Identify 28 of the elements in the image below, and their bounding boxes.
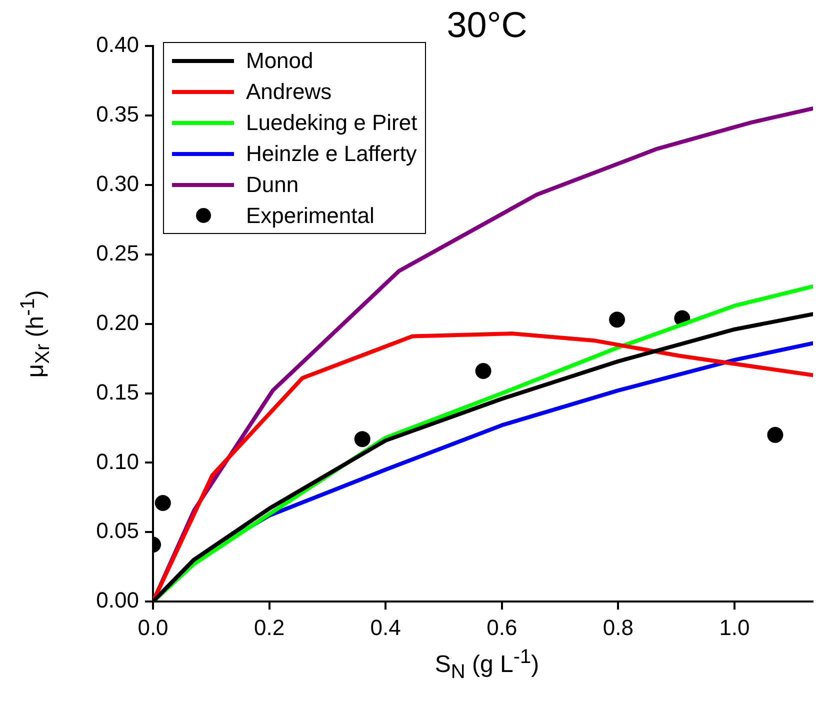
- y-tick-label: 0.40: [96, 32, 139, 58]
- y-tick-label: 0.25: [96, 240, 139, 266]
- point: [767, 426, 784, 443]
- y-tick-label: 0.10: [96, 448, 139, 474]
- point: [475, 363, 492, 380]
- x-tick-label: 0.4: [370, 614, 401, 640]
- y-tick-label: 0.35: [96, 102, 139, 127]
- legend-label: Heinzle e Lafferty: [246, 140, 417, 166]
- x-tick-label: 0.8: [602, 614, 634, 640]
- y-tick-label: 0.05: [96, 518, 139, 544]
- chart-title: 30°C: [446, 4, 528, 46]
- x-tick-label: 0.6: [486, 614, 518, 640]
- point: [609, 312, 626, 328]
- x-axis-title: S$_{N}$ (g L$^{-1}$): [434, 646, 540, 684]
- y-tick-label: 0.20: [96, 310, 139, 335]
- y-tick-label: 0.30: [96, 170, 139, 196]
- x-tick-label: 0.0: [138, 614, 168, 640]
- y-tick-label: 0.15: [96, 379, 139, 404]
- legend-label: Experimental: [246, 202, 374, 228]
- x-tick-label: 1.0: [719, 614, 750, 640]
- point: [154, 494, 171, 511]
- legend-label: Luedeking e Piret: [246, 110, 418, 136]
- x-tick-label: 0.2: [254, 614, 285, 640]
- legend-label: Andrews: [246, 78, 332, 104]
- point: [354, 431, 370, 448]
- legend-label: Dunn: [246, 172, 299, 198]
- legend-label: Monod: [246, 48, 314, 74]
- y-tick-label: 0.00: [96, 588, 139, 613]
